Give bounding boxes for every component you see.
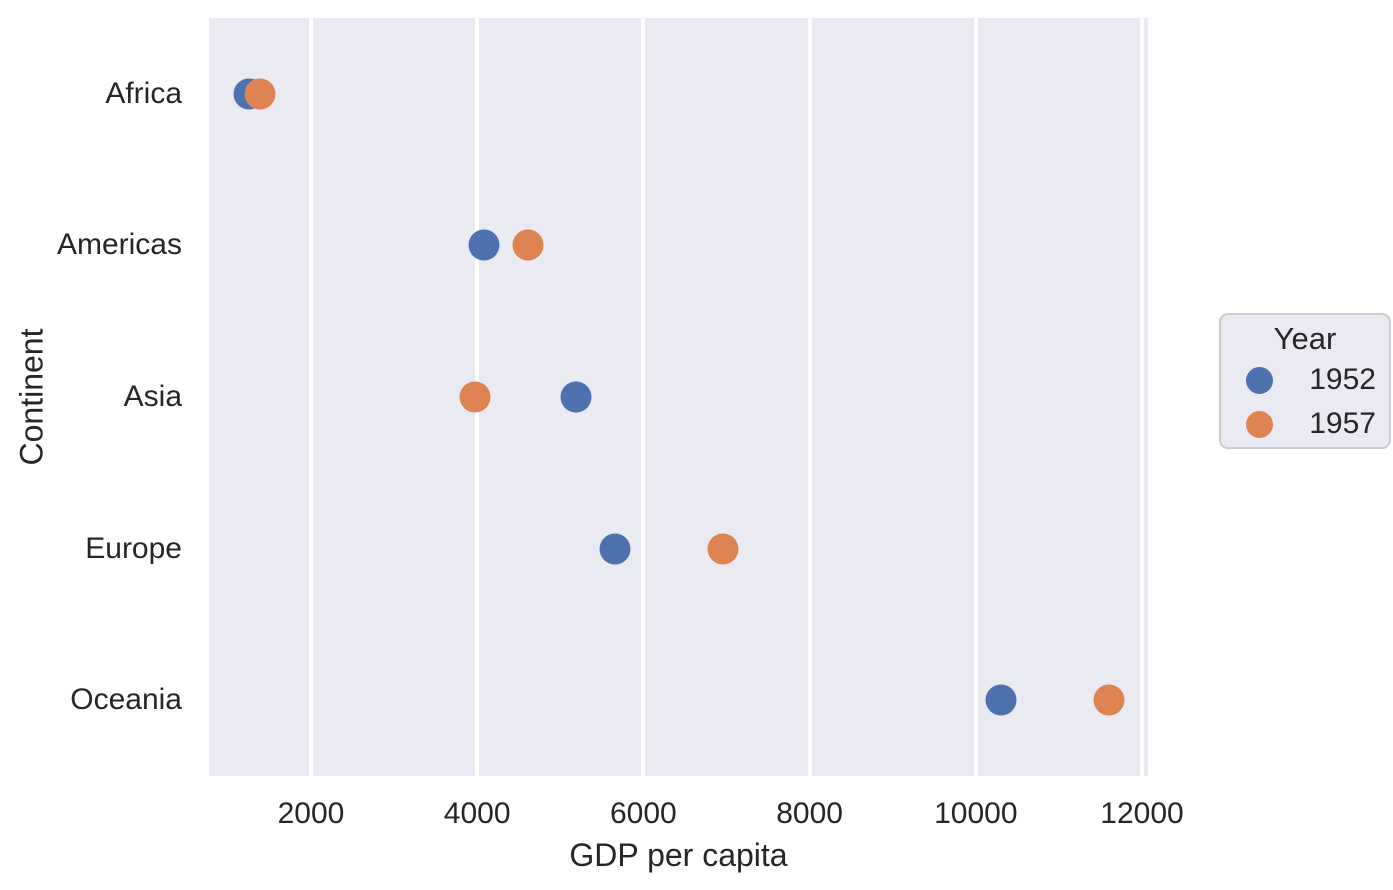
point-1957-europe (707, 533, 739, 565)
point-1957-asia (459, 381, 491, 413)
y-tick-label-europe: Europe (85, 531, 182, 565)
y-tick-label-africa: Africa (105, 76, 182, 110)
y-tick-label-oceania: Oceania (70, 683, 182, 717)
point-1952-asia (560, 381, 592, 413)
legend-entry-1957: 1957 (1221, 402, 1389, 446)
gridline-x-12000 (1140, 18, 1145, 776)
legend-label-1957: 1957 (1309, 407, 1376, 440)
y-axis-title: Continent (13, 328, 50, 466)
point-1957-oceania (1093, 684, 1125, 716)
point-1952-oceania (985, 684, 1017, 716)
y-tick-label-asia: Asia (123, 380, 182, 413)
point-1952-europe (599, 533, 631, 565)
x-tick-label-12000: 12000 (1100, 797, 1184, 830)
x-tick-label-10000: 10000 (934, 797, 1018, 830)
x-tick-label-4000: 4000 (443, 797, 511, 830)
gridline-x-10000 (973, 18, 978, 776)
x-tick-label-8000: 8000 (776, 797, 843, 830)
point-1957-africa (244, 78, 276, 110)
x-tick-label-2000: 2000 (277, 797, 345, 830)
gridline-x-8000 (807, 18, 812, 776)
x-axis-title: GDP per capita (569, 837, 788, 873)
y-tick-label-americas: Americas (56, 228, 182, 262)
gridline-x-6000 (641, 18, 646, 776)
legend-swatch-1957 (1246, 410, 1273, 438)
x-tick-label-6000: 6000 (610, 797, 677, 830)
legend-swatch-1952 (1246, 366, 1273, 394)
legend: Year 1952 1957 (1219, 313, 1391, 449)
plot-area (209, 18, 1148, 776)
point-1957-americas (512, 229, 544, 261)
legend-entries: 1952 1957 (1221, 358, 1389, 446)
legend-entry-1952: 1952 (1221, 358, 1389, 402)
legend-label-1952: 1952 (1309, 363, 1376, 396)
point-1952-americas (468, 229, 500, 261)
legend-title: Year (1273, 321, 1337, 356)
gridline-x-2000 (308, 18, 313, 776)
